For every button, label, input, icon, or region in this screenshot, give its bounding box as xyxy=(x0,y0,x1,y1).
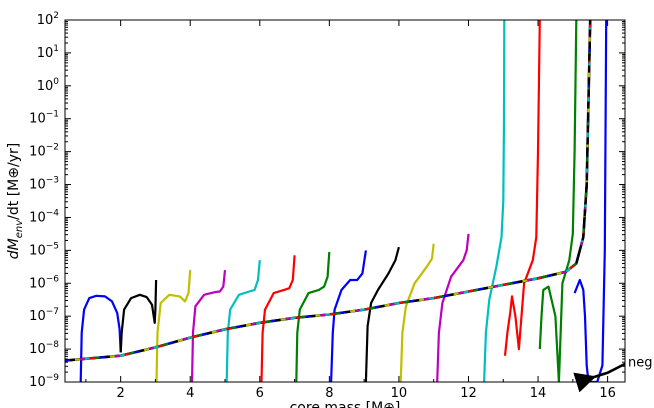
series-line-9 xyxy=(399,243,435,382)
y-tick-label: 10−3 xyxy=(29,176,59,193)
series-line-3 xyxy=(190,269,227,382)
y-axis-label: dMenv/dt [M⊕/yr] xyxy=(6,143,25,259)
series-line-8 xyxy=(364,246,400,382)
y-tick-label: 10−7 xyxy=(29,307,59,324)
baseline-dashed-top xyxy=(575,20,592,264)
series-line-13 xyxy=(538,20,578,382)
series-line-7 xyxy=(330,250,367,382)
series-line-12 xyxy=(503,20,541,356)
plot-frame xyxy=(64,19,626,383)
x-tick-label: 6 xyxy=(256,386,264,401)
y-tick-label: 10−6 xyxy=(29,274,59,291)
x-tick-label: 4 xyxy=(186,386,194,401)
series-line-10 xyxy=(436,233,470,382)
y-axis: 10−9 10−8 10−7 10−6 10−5 10−4 10−3 10−2 10−1 100 1… xyxy=(29,11,625,390)
y-tick-label: 10−5 xyxy=(29,241,59,258)
series-line-14 xyxy=(573,20,608,382)
x-tick-label: 14 xyxy=(530,386,547,401)
y-tick-label: 10−2 xyxy=(29,143,59,160)
y-tick-label: 100 xyxy=(37,77,60,94)
x-axis: 2 4 6 8 10 12 14 16 xyxy=(85,20,616,401)
series-line-0 xyxy=(79,294,122,382)
series-line-11 xyxy=(483,20,506,382)
x-axis-label: core mass [M⊕] xyxy=(290,400,401,408)
series-line-2 xyxy=(155,270,192,382)
y-tick-label: 10−1 xyxy=(29,110,59,127)
x-tick-label: 8 xyxy=(325,386,333,401)
x-tick-label: 10 xyxy=(391,386,408,401)
y-tick-label: 10−9 xyxy=(29,373,59,390)
baseline-dash-4 xyxy=(65,20,592,362)
y-tick-label: 10−4 xyxy=(29,208,59,225)
series-line-4 xyxy=(225,260,261,382)
series-line-1 xyxy=(119,279,158,353)
y-tick-label: 10−8 xyxy=(29,340,59,357)
x-tick-label: 16 xyxy=(599,386,616,401)
annotation-neg: neg xyxy=(628,355,653,370)
y-tick-label: 102 xyxy=(37,11,59,28)
x-tick-label: 2 xyxy=(117,386,125,401)
series-line-6 xyxy=(295,251,331,382)
neg-arrow xyxy=(573,362,626,393)
series-line-5 xyxy=(260,255,296,382)
y-tick-label: 101 xyxy=(37,44,59,61)
plot-layer xyxy=(65,20,608,382)
x-tick-label: 12 xyxy=(460,386,477,401)
